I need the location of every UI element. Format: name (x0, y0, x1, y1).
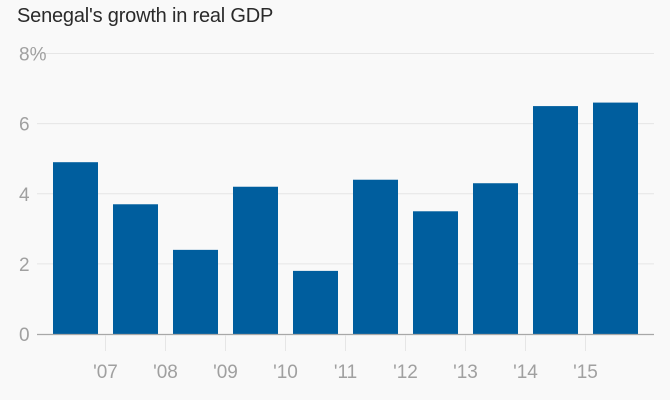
x-tick-label: '09 (213, 362, 238, 383)
y-tick-label: 6 (19, 115, 30, 136)
bar: '07: 3.7 (113, 204, 158, 334)
x-tick-label: '11 (334, 362, 357, 383)
y-tick-label: 8% (19, 45, 47, 66)
y-tick-label: 2 (19, 255, 30, 276)
bar: '10: 1.8 (293, 270, 338, 334)
bar: '06: 4.9 (53, 162, 98, 334)
bars: '06: 4.9 '07: 3.7 '08: 2.4 '09: 4.2 '10: 1.8… (53, 102, 638, 335)
bar: '13: 4.3 (473, 183, 518, 334)
chart-title: Senegal's growth in real GDP (17, 5, 274, 27)
bar: '11: 4.4 (353, 179, 398, 334)
bar: '09: 4.2 (233, 186, 278, 334)
y-tick-label: 4 (19, 185, 30, 206)
x-tick-label: '15 (573, 362, 598, 383)
y-axis-ticks: 0 2 4 6 8% (19, 45, 47, 347)
bar: '15: 6.6 (593, 102, 638, 335)
x-axis: '07 '08 '09 '10 '11 '12 '13 '14 '15 (37, 333, 654, 383)
x-tick-label: '13 (453, 362, 478, 383)
x-tick-label: '07 (93, 362, 118, 383)
bar: '14: 6.5 (533, 106, 578, 334)
y-tick-label: 0 (19, 325, 30, 346)
bar: '12: 3.5 (413, 211, 458, 334)
x-tick-label: '08 (153, 362, 178, 383)
x-tick-label: '12 (393, 362, 418, 383)
bar: '08: 2.4 (173, 249, 218, 334)
x-tick-label: '10 (273, 362, 298, 383)
x-tick-label: '14 (513, 362, 538, 383)
